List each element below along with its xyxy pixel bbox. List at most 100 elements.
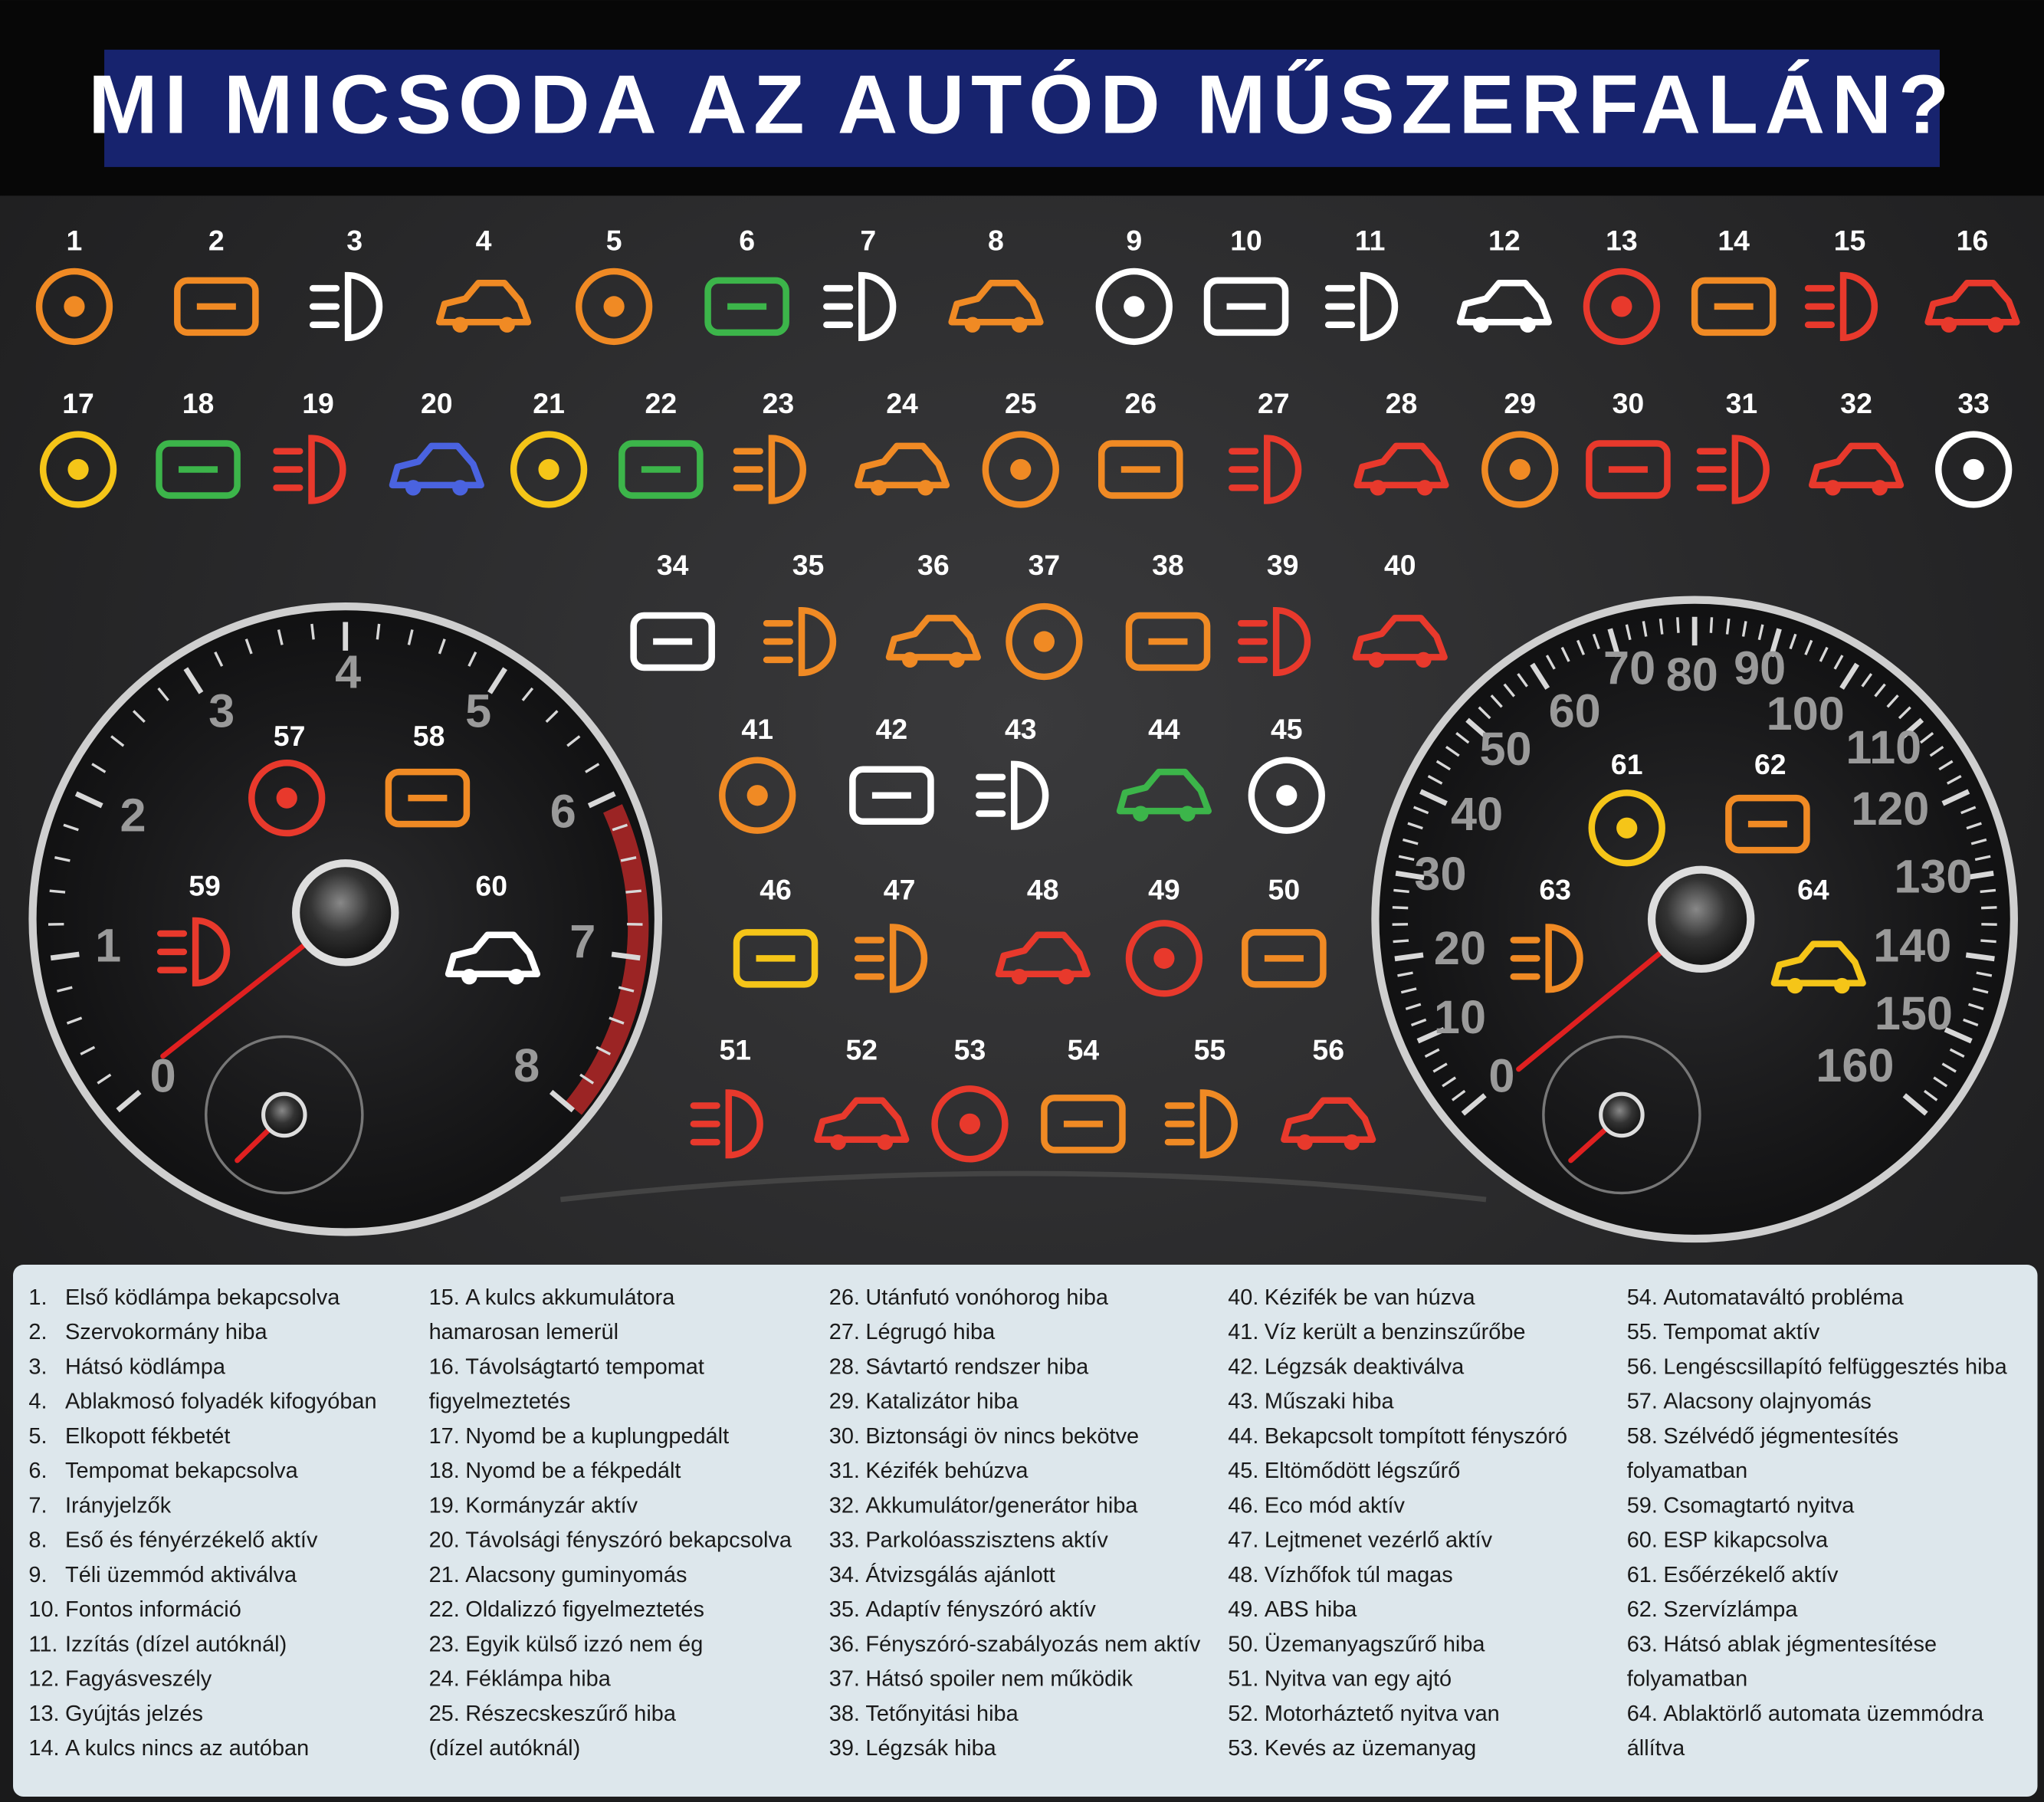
- speed-label: 140: [1873, 920, 1951, 972]
- legend-number: 9.: [28, 1563, 47, 1587]
- gauge-tick: [183, 667, 204, 694]
- gauge-tick: [1490, 694, 1503, 708]
- icon-wheel: [1416, 480, 1433, 496]
- legend-text: Eco mód aktív: [1265, 1493, 1406, 1518]
- gauge-tick: [1398, 855, 1415, 862]
- gauge-tick: [1898, 706, 1911, 720]
- warning-icon: [435, 280, 532, 333]
- light-number: 5: [606, 224, 622, 256]
- light-number: 15: [1834, 224, 1866, 256]
- light-number: 26: [1124, 387, 1157, 419]
- icon-wheel: [1179, 806, 1196, 822]
- warning-icon: [385, 768, 471, 828]
- speed-label: 50: [1479, 723, 1531, 775]
- gauge-tick: [1819, 646, 1829, 662]
- icon-dot: [746, 785, 768, 806]
- gauge-tick: [1980, 939, 1996, 944]
- legend-number: 59.: [1627, 1493, 1658, 1518]
- legend-number: 55.: [1627, 1320, 1658, 1344]
- icon-lamp: [273, 435, 346, 504]
- title: MI MICSODA AZ AUTÓD MŰSZERFALÁN?: [88, 58, 1956, 152]
- tach-label: 2: [120, 789, 146, 842]
- icon-car: [995, 931, 1091, 978]
- icon-ring: [35, 268, 113, 346]
- legend-number: 61.: [1627, 1563, 1658, 1587]
- icon-car: [1456, 280, 1552, 326]
- tach-label: 8: [513, 1039, 540, 1091]
- light-number: 54: [1068, 1034, 1100, 1066]
- icon-dot: [64, 296, 85, 317]
- legend-number: 45.: [1228, 1459, 1258, 1483]
- legend-text: Lejtmenet vezérlő aktív: [1265, 1528, 1493, 1553]
- gauge-tick: [1861, 673, 1873, 688]
- light-number: 8: [988, 224, 1004, 256]
- speed-label: 130: [1894, 850, 1972, 902]
- gauge-tick: [1560, 646, 1570, 662]
- legend-text: Egyik külső izzó nem ég: [465, 1632, 703, 1656]
- legend-number: 58.: [1627, 1424, 1658, 1449]
- legend-text: Légzsák deaktiválva: [1265, 1354, 1465, 1379]
- light-number: 29: [1504, 387, 1536, 419]
- gauge-tick: [1400, 987, 1417, 994]
- warning-icon: [1095, 268, 1173, 346]
- legend-text: Szervízlámpa: [1663, 1597, 1798, 1622]
- legend-text: (dízel autóknál): [429, 1736, 581, 1761]
- icon-ring: [248, 759, 326, 837]
- icon-box: [1203, 277, 1289, 336]
- gauge-tick: [611, 951, 641, 961]
- legend-text: Lengéscsillapító felfüggesztés hiba: [1663, 1354, 2007, 1379]
- icon-ring: [39, 431, 117, 508]
- warning-icon: [575, 268, 653, 346]
- legend-text: Kormányzár aktív: [465, 1493, 638, 1518]
- gauge-tick: [1397, 971, 1413, 977]
- warning-icon: [1725, 794, 1810, 854]
- icon-lamp: [156, 917, 231, 986]
- warning-icon: [1588, 789, 1665, 867]
- light-number: 59: [189, 869, 221, 901]
- legend-number: 38.: [829, 1702, 860, 1726]
- icon-lamp: [1164, 1089, 1238, 1159]
- gauge-tick: [1478, 706, 1491, 720]
- gauge-tick: [1445, 745, 1460, 757]
- warning-icon: [1696, 435, 1770, 504]
- legend-number: 5.: [28, 1424, 47, 1449]
- light-number: 3: [346, 224, 363, 256]
- redline-zone: [565, 804, 649, 1115]
- warning-icon: [1510, 924, 1583, 993]
- icon-ring: [575, 268, 653, 346]
- gauge-tick: [612, 823, 628, 832]
- legend-number: 8.: [28, 1528, 47, 1553]
- icon-ring: [1095, 268, 1173, 346]
- warning-icon: [630, 612, 715, 671]
- legend-text: Motorháztető nyitva van: [1265, 1702, 1500, 1726]
- light-number: 51: [719, 1034, 751, 1066]
- tach-label: 6: [550, 785, 576, 837]
- light-number: 47: [884, 873, 916, 905]
- gauge-tick: [1946, 775, 1962, 785]
- icon-dot: [1153, 947, 1175, 969]
- gauge-tick: [57, 986, 73, 993]
- warning-icon: [174, 277, 259, 336]
- icon-car: [1116, 768, 1212, 815]
- speed-label: 120: [1851, 783, 1929, 835]
- light-number: 41: [741, 713, 773, 745]
- dash-trim: [560, 1170, 1487, 1203]
- icon-car: [1770, 940, 1866, 986]
- legend-text: Irányjelzők: [65, 1493, 172, 1518]
- legend-number: 35.: [829, 1597, 860, 1622]
- icon-wheel: [1297, 1134, 1313, 1150]
- legend-number: 50.: [1228, 1632, 1258, 1656]
- icon-wheel: [452, 480, 468, 496]
- light-number: 23: [763, 387, 795, 419]
- gauge-tick: [1741, 621, 1747, 637]
- gauge-knob: [261, 1091, 307, 1138]
- legend-text: folyamatban: [1627, 1667, 1747, 1692]
- legend-number: 56.: [1627, 1354, 1658, 1379]
- gauge-tick: [376, 623, 381, 640]
- legend-number: 51.: [1228, 1667, 1258, 1692]
- gauge-knob: [1647, 865, 1755, 973]
- legend-text: Oldalizzó figyelmeztetés: [465, 1597, 704, 1622]
- light-number: 13: [1606, 224, 1638, 256]
- legend-number: 21.: [429, 1563, 460, 1587]
- gauge-tick: [1451, 1089, 1466, 1101]
